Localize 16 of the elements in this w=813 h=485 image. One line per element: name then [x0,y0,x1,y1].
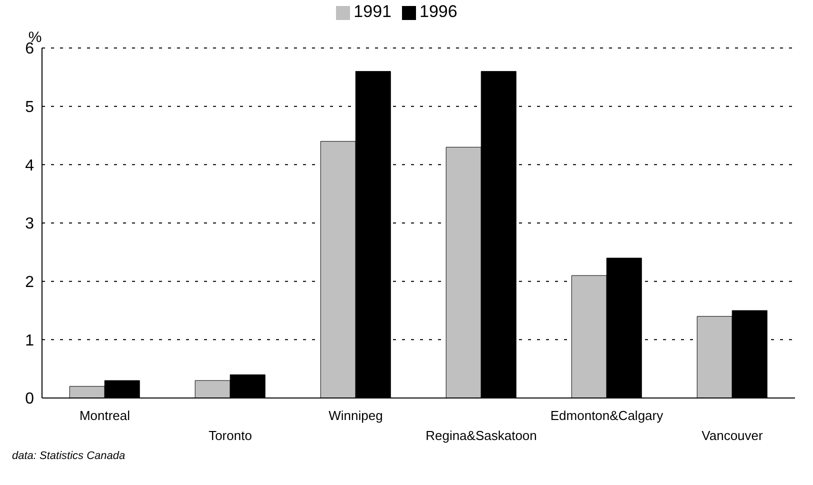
y-tick-label: 3 [25,216,34,233]
y-tick-label: 6 [25,40,34,58]
legend-label: 1996 [420,2,458,21]
x-tick-label: Toronto [208,428,252,443]
y-tick-label: 4 [25,157,34,174]
y-tick-label: 5 [25,99,34,116]
y-tick-label: 1 [25,332,34,350]
x-tick-label: Edmonton&Calgary [550,408,664,423]
x-tick-label: Vancouver [702,428,764,443]
legend-label: 1991 [354,2,392,21]
x-tick-label: Montreal [79,408,130,423]
y-tick-label: 2 [25,274,34,292]
text: data: Statistics Canada [12,450,126,462]
x-tick-label: Regina&Saskatoon [426,428,537,443]
x-tick-label: Winnipeg [328,408,383,423]
y-tick-label: 0 [25,390,34,408]
